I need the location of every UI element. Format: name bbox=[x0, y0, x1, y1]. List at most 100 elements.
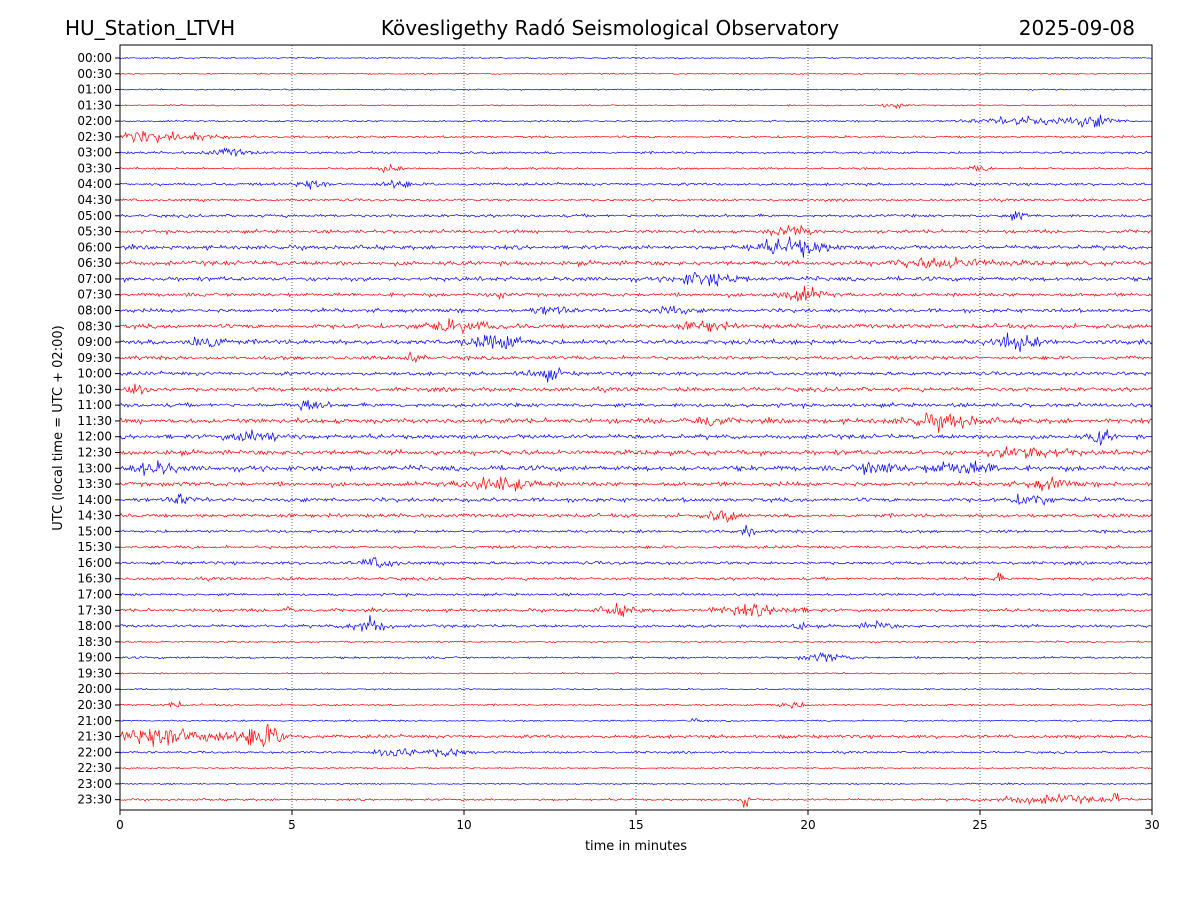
row-label-0730: 07:30 bbox=[77, 288, 112, 302]
trace-2130 bbox=[119, 723, 1153, 748]
row-label-0900: 09:00 bbox=[77, 335, 112, 349]
trace-1630 bbox=[119, 572, 1153, 582]
row-label-2230: 22:30 bbox=[77, 761, 112, 775]
trace-1600 bbox=[119, 557, 1153, 568]
row-label-1400: 14:00 bbox=[77, 493, 112, 507]
trace-0730 bbox=[119, 285, 1153, 302]
trace-0930 bbox=[119, 351, 1153, 364]
row-label-0530: 05:30 bbox=[77, 225, 112, 239]
trace-0830 bbox=[119, 318, 1153, 335]
trace-1100 bbox=[119, 399, 1153, 412]
trace-0800 bbox=[119, 305, 1153, 316]
trace-1030 bbox=[119, 383, 1153, 396]
row-label-0800: 08:00 bbox=[77, 303, 112, 317]
row-label-0230: 02:30 bbox=[77, 130, 112, 144]
row-label-0430: 04:30 bbox=[77, 193, 112, 207]
trace-1800 bbox=[119, 615, 1153, 632]
trace-0400 bbox=[119, 179, 1153, 190]
row-label-1800: 18:00 bbox=[77, 619, 112, 633]
x-tick-label: 25 bbox=[972, 818, 987, 832]
trace-2300 bbox=[119, 782, 1153, 786]
trace-1530 bbox=[119, 544, 1153, 550]
row-label-1230: 12:30 bbox=[77, 446, 112, 460]
trace-layer bbox=[119, 56, 1153, 808]
row-label-1200: 12:00 bbox=[77, 430, 112, 444]
row-label-1930: 19:30 bbox=[77, 666, 112, 680]
trace-1130 bbox=[119, 411, 1153, 433]
row-label-2200: 22:00 bbox=[77, 745, 112, 759]
x-tick-label: 20 bbox=[800, 818, 815, 832]
trace-1930 bbox=[119, 671, 1153, 675]
row-label-0300: 03:00 bbox=[77, 146, 112, 160]
x-axis-label: time in minutes bbox=[585, 839, 687, 854]
trace-0300 bbox=[119, 147, 1153, 157]
plot-frame bbox=[119, 44, 1153, 811]
trace-1300 bbox=[119, 460, 1153, 476]
row-label-2330: 23:30 bbox=[77, 793, 112, 807]
trace-0000 bbox=[119, 56, 1153, 60]
trace-1400 bbox=[119, 493, 1153, 506]
trace-0600 bbox=[119, 236, 1153, 258]
row-label-1830: 18:30 bbox=[77, 635, 112, 649]
trace-0630 bbox=[119, 256, 1153, 269]
trace-2100 bbox=[119, 717, 1153, 723]
row-label-2100: 21:00 bbox=[77, 714, 112, 728]
trace-0330 bbox=[119, 163, 1153, 174]
row-label-0000: 00:00 bbox=[77, 51, 112, 65]
x-tick-label: 10 bbox=[456, 818, 471, 832]
row-label-2000: 20:00 bbox=[77, 682, 112, 696]
row-label-0130: 01:30 bbox=[77, 98, 112, 112]
trace-2330 bbox=[119, 792, 1153, 808]
row-label-1130: 11:30 bbox=[77, 414, 112, 428]
trace-1200 bbox=[119, 429, 1153, 446]
row-label-1000: 10:00 bbox=[77, 367, 112, 381]
station-title: HU_Station_LTVH bbox=[65, 16, 235, 40]
trace-1900 bbox=[119, 652, 1153, 663]
x-tick-label: 5 bbox=[288, 818, 296, 832]
trace-0500 bbox=[119, 211, 1153, 221]
row-label-0700: 07:00 bbox=[77, 272, 112, 286]
row-label-1730: 17:30 bbox=[77, 603, 112, 617]
row-label-0030: 00:30 bbox=[77, 67, 112, 81]
observatory-title: Kövesligethy Radó Seismological Observat… bbox=[381, 16, 839, 40]
row-label-1630: 16:30 bbox=[77, 572, 112, 586]
x-tick-layer: 0 5 10 15 20 25 30 bbox=[116, 810, 1160, 832]
row-label-0600: 06:00 bbox=[77, 240, 112, 254]
row-label-0330: 03:30 bbox=[77, 161, 112, 175]
trace-0100 bbox=[119, 88, 1153, 91]
trace-0530 bbox=[119, 224, 1153, 237]
row-label-2300: 23:00 bbox=[77, 777, 112, 791]
x-tick-label: 15 bbox=[628, 818, 643, 832]
x-tick-label: 0 bbox=[116, 818, 124, 832]
row-label-0830: 08:30 bbox=[77, 319, 112, 333]
row-label-1300: 13:00 bbox=[77, 461, 112, 475]
trace-0200 bbox=[119, 114, 1153, 128]
date-title: 2025-09-08 bbox=[1019, 16, 1135, 40]
row-label-2130: 21:30 bbox=[77, 730, 112, 744]
trace-1730 bbox=[119, 602, 1153, 617]
trace-0900 bbox=[119, 332, 1153, 353]
grid-layer bbox=[291, 45, 981, 810]
trace-2230 bbox=[119, 766, 1153, 770]
row-label-0930: 09:30 bbox=[77, 351, 112, 365]
row-label-1100: 11:00 bbox=[77, 398, 112, 412]
trace-1830 bbox=[119, 640, 1153, 644]
trace-1500 bbox=[119, 524, 1153, 538]
row-label-1030: 10:30 bbox=[77, 382, 112, 396]
trace-1000 bbox=[119, 366, 1153, 383]
trace-1230 bbox=[119, 446, 1153, 459]
row-label-1700: 17:00 bbox=[77, 588, 112, 602]
row-label-0500: 05:00 bbox=[77, 209, 112, 223]
row-label-0400: 04:00 bbox=[77, 177, 112, 191]
row-label-0100: 01:00 bbox=[77, 83, 112, 97]
row-label-1430: 14:30 bbox=[77, 509, 112, 523]
row-label-1530: 15:30 bbox=[77, 540, 112, 554]
row-label-1500: 15:00 bbox=[77, 524, 112, 538]
trace-1430 bbox=[119, 510, 1153, 523]
x-tick-label: 30 bbox=[1144, 818, 1159, 832]
trace-0230 bbox=[119, 130, 1153, 144]
trace-0130 bbox=[119, 103, 1153, 110]
trace-1700 bbox=[119, 592, 1153, 598]
